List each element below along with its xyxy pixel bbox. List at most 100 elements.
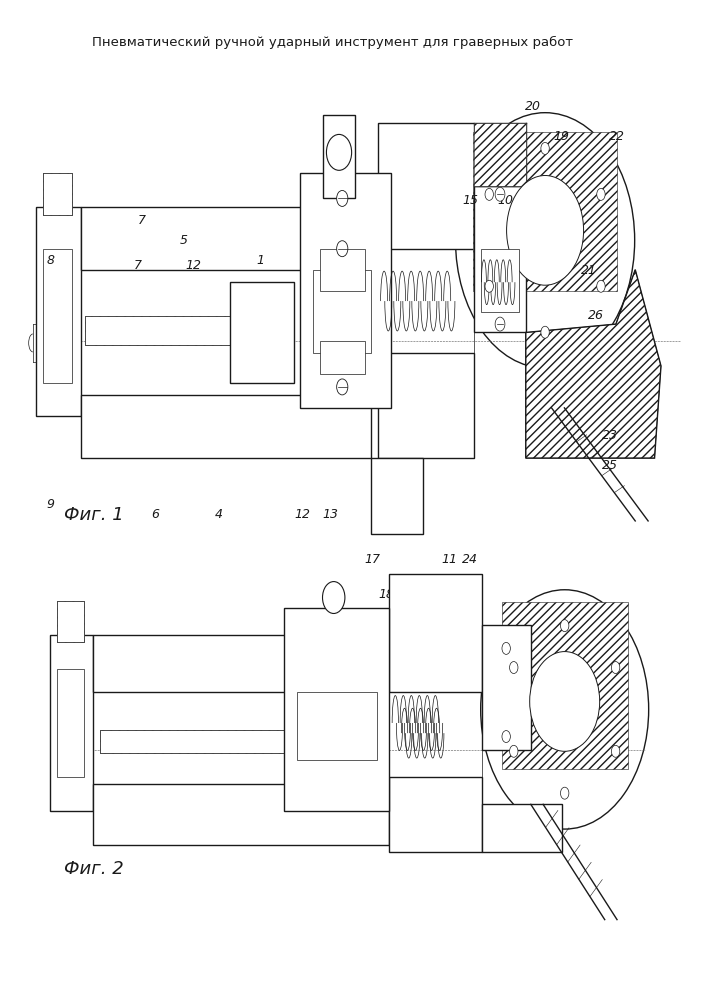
Circle shape (597, 188, 605, 200)
Bar (323, 115, 355, 198)
Bar (93, 784, 389, 845)
Circle shape (561, 787, 569, 799)
Bar (474, 186, 526, 332)
Text: 15: 15 (462, 194, 479, 207)
Circle shape (507, 176, 583, 285)
Bar (85, 316, 262, 345)
Bar (474, 123, 526, 186)
Polygon shape (526, 270, 661, 458)
Bar (389, 777, 481, 852)
Text: 6: 6 (151, 508, 159, 521)
Text: 7: 7 (137, 214, 146, 227)
Circle shape (495, 187, 505, 201)
Text: 22: 22 (609, 130, 625, 143)
Bar (93, 635, 389, 692)
Bar (481, 625, 531, 750)
Bar (300, 173, 390, 408)
Text: 4: 4 (214, 508, 223, 521)
Text: 11: 11 (441, 553, 457, 566)
Bar (81, 395, 371, 458)
Text: 25: 25 (602, 459, 619, 472)
Bar (284, 608, 389, 811)
Bar (320, 341, 365, 374)
Text: 8: 8 (47, 254, 54, 267)
Bar (81, 207, 371, 270)
Bar (36, 207, 81, 416)
Circle shape (597, 280, 605, 292)
Bar (481, 804, 561, 852)
Bar (389, 574, 481, 692)
Circle shape (502, 731, 510, 743)
Text: Пневматический ручной ударный инструмент для граверных работ: Пневматический ручной ударный инструмент… (93, 36, 573, 49)
Circle shape (541, 326, 549, 338)
Text: 24: 24 (462, 553, 479, 566)
Text: 12: 12 (294, 508, 310, 521)
Text: 21: 21 (581, 264, 597, 277)
Circle shape (337, 241, 348, 257)
Text: 5: 5 (180, 234, 187, 247)
Bar (481, 249, 520, 312)
Text: 20: 20 (525, 100, 542, 113)
Bar (43, 173, 72, 215)
Bar (57, 669, 84, 777)
Bar (100, 730, 284, 753)
Text: 14: 14 (567, 224, 583, 237)
Bar (81, 270, 371, 395)
Circle shape (530, 652, 600, 751)
Bar (85, 316, 262, 345)
Bar (481, 625, 531, 750)
Bar (93, 784, 389, 845)
Bar (50, 635, 93, 811)
Text: 18: 18 (378, 588, 395, 601)
Circle shape (495, 317, 505, 331)
Bar (378, 123, 474, 249)
Circle shape (337, 379, 348, 395)
Bar (230, 282, 294, 383)
Text: 1: 1 (257, 254, 264, 267)
Bar (50, 635, 93, 811)
Bar (378, 123, 474, 249)
Bar (378, 249, 474, 353)
Bar (93, 692, 389, 784)
Bar (389, 692, 481, 777)
Text: 3: 3 (327, 264, 334, 277)
Text: 7: 7 (134, 259, 142, 272)
Text: 23: 23 (602, 429, 619, 442)
Circle shape (510, 662, 518, 674)
Bar (81, 395, 371, 458)
Text: 17: 17 (364, 553, 380, 566)
Bar (43, 249, 72, 383)
Bar (378, 353, 474, 458)
Circle shape (502, 642, 510, 654)
Circle shape (510, 745, 518, 757)
Bar (371, 458, 423, 534)
Circle shape (541, 142, 549, 154)
Text: Фиг. 1: Фиг. 1 (64, 506, 124, 524)
Bar (36, 207, 81, 416)
Text: 12: 12 (186, 259, 202, 272)
Bar (57, 601, 84, 642)
Circle shape (612, 745, 620, 757)
Bar (474, 186, 526, 332)
Bar (389, 574, 481, 692)
Text: 13: 13 (322, 508, 339, 521)
Bar (284, 608, 389, 811)
Polygon shape (474, 132, 617, 291)
Bar (320, 249, 365, 291)
Bar (297, 692, 377, 760)
Bar (300, 173, 390, 408)
Bar (100, 730, 284, 753)
Text: 26: 26 (588, 309, 604, 322)
Text: 19: 19 (554, 130, 569, 143)
Text: 2: 2 (277, 284, 286, 297)
Circle shape (455, 113, 635, 368)
Circle shape (337, 190, 348, 206)
Text: 16: 16 (301, 184, 317, 197)
Bar (378, 353, 474, 458)
Bar (81, 207, 371, 270)
Circle shape (561, 620, 569, 632)
Circle shape (485, 188, 493, 200)
Bar (371, 458, 423, 534)
Bar (481, 804, 561, 852)
Bar (93, 635, 389, 692)
